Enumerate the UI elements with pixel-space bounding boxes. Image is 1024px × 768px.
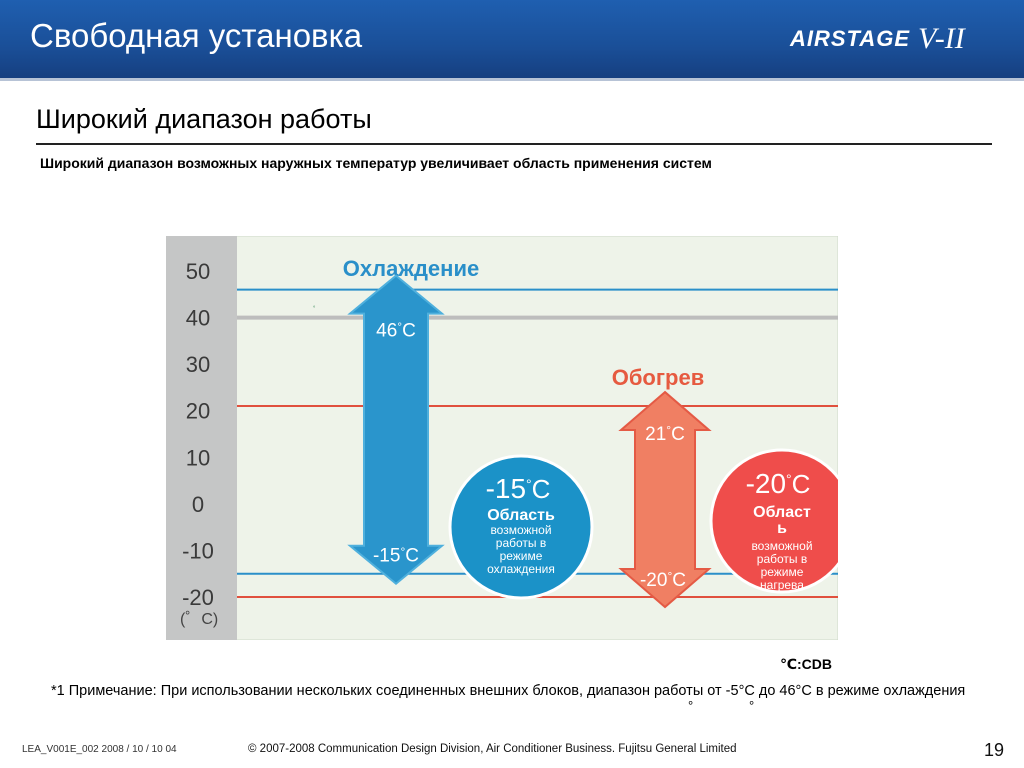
heating-max-deg: ° [666, 423, 671, 437]
heating-max-label: 21°C [645, 423, 685, 445]
section-subtitle: Широкий диапазон работы [36, 104, 372, 134]
y-tick-label: 0 [192, 492, 204, 517]
slide-title: Свободная установка [30, 17, 363, 54]
footnote: *1 Примечание: При использовании несколь… [51, 683, 966, 699]
cooling-max-deg: ° [397, 320, 402, 334]
document-id: LEA_V001E_002 2008 / 10 / 10 04 [22, 744, 177, 755]
stray-degree-1: ° [688, 698, 694, 713]
y-tick-label: 10 [186, 445, 210, 470]
heating-max-value: 21 [645, 424, 666, 445]
header-divider [0, 78, 1024, 81]
header-bar [0, 0, 1024, 78]
description-text: Широкий диапазон возможных наружных темп… [40, 155, 712, 171]
copyright: © 2007-2008 Communication Design Divisio… [248, 743, 737, 755]
heating-min-label: -20°C [640, 569, 686, 591]
cooling-max-unit: C [402, 321, 416, 342]
y-tick-label: 20 [186, 399, 210, 424]
heating-badge-line5: режиме [761, 565, 804, 579]
y-axis-unit: (゜C) [180, 610, 218, 628]
stray-dot: ° [313, 306, 316, 312]
heating-min-deg: ° [667, 569, 672, 583]
heating-badge-temp: -20°C [746, 468, 811, 499]
y-tick-label: 40 [186, 306, 210, 331]
cooling-badge-value: -15 [486, 473, 526, 504]
heating-badge-line2: ь [777, 520, 787, 537]
cooling-badge-circle [448, 454, 594, 600]
cooling-min-deg: ° [400, 545, 405, 559]
axis-panel [166, 236, 237, 640]
logo-brand: AIRSTAGE [790, 26, 911, 51]
logo-model: V-II [918, 22, 965, 55]
subtitle-rule [36, 143, 992, 145]
heating-min-unit: C [672, 570, 686, 591]
heating-badge-line4: работы в [757, 552, 807, 566]
cooling-badge-line1: Область [487, 507, 555, 524]
cooling-badge-line5: охлаждения [487, 562, 555, 576]
cooling-badge-deg: ° [526, 476, 532, 492]
heating-badge-value: -20 [746, 468, 786, 499]
cooling-badge-line4: режиме [500, 549, 543, 563]
heating-badge-line3: возможной [751, 539, 812, 553]
y-tick-label: -20 [182, 585, 214, 610]
heating-title: Обогрев [612, 365, 705, 390]
heating-badge-deg: ° [786, 471, 792, 487]
cooling-badge-line2: возможной [490, 523, 551, 537]
y-tick-label: -10 [182, 538, 214, 563]
cooling-range-arrow [347, 274, 445, 586]
heating-badge-line1: Област [753, 504, 811, 521]
heating-badge: -20°C Област ь возможной работы в режиме… [709, 448, 838, 594]
heating-badge-circle [709, 448, 838, 594]
y-axis-ticks: 50 40 30 20 10 0 -10 -20 [182, 259, 214, 610]
heating-max-unit: C [671, 424, 685, 445]
heating-badge-line6: нагрева [760, 578, 804, 592]
cooling-min-label: -15°C [373, 545, 419, 567]
stray-degree-2: ° [749, 698, 755, 713]
airstage-logo: AIRSTAGE V-II [790, 22, 965, 56]
cooling-title: Охлаждение [343, 256, 479, 281]
page-number: 19 [984, 740, 1005, 760]
y-tick-label: 30 [186, 352, 210, 377]
cooling-series: Охлаждение 46°C -15°C [343, 256, 479, 586]
cdb-label: ℃:CDB [780, 656, 832, 672]
cooling-min-value: -15 [373, 546, 400, 567]
y-tick-label: 50 [186, 259, 210, 284]
cooling-max-label: 46°C [376, 320, 416, 342]
cooling-badge-line3: работы в [496, 536, 546, 550]
cooling-badge-temp: -15°C [486, 473, 551, 504]
heating-range-arrow [618, 390, 712, 609]
cooling-badge: -15°C Область возможной работы в режиме … [448, 454, 594, 600]
cooling-min-unit: C [405, 546, 419, 567]
cooling-badge-unit: C [532, 474, 551, 504]
cooling-max-value: 46 [376, 321, 397, 342]
heating-badge-unit: C [792, 469, 811, 499]
heating-series: Обогрев 21°C -20°C [612, 365, 712, 609]
heating-min-value: -20 [640, 570, 667, 591]
